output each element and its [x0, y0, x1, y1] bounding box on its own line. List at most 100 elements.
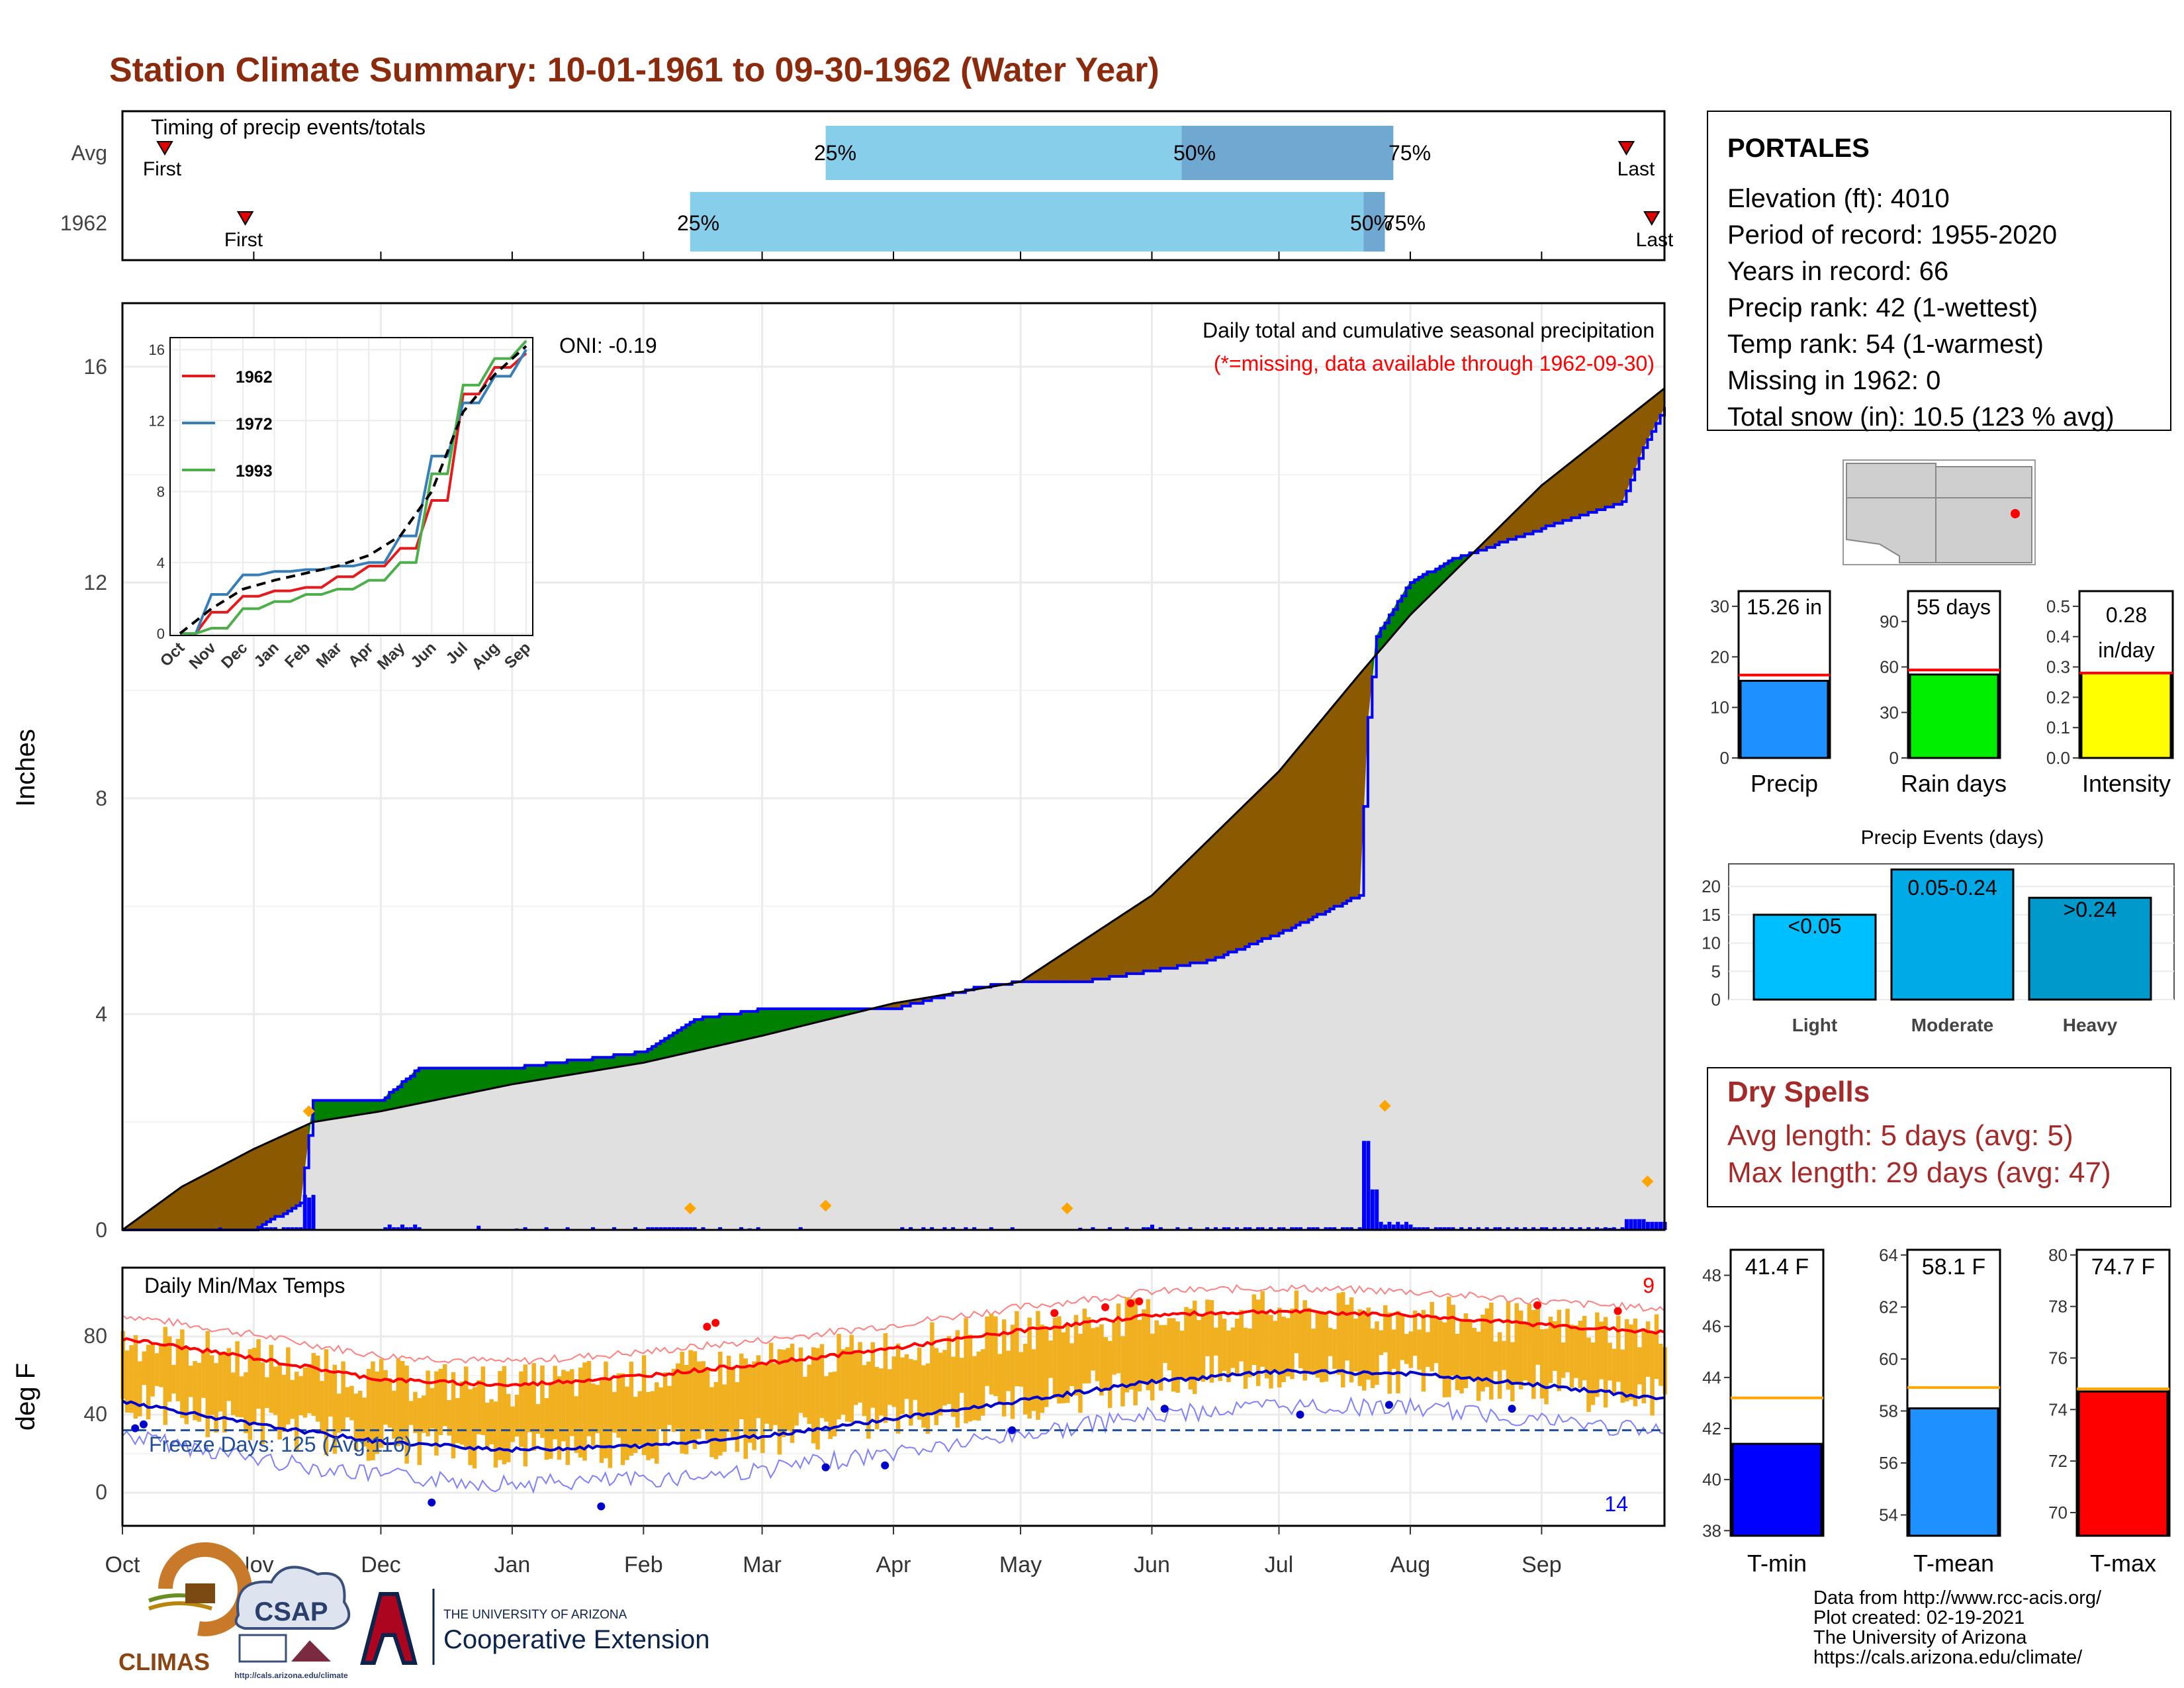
daily-precip-bar — [646, 1227, 651, 1230]
footer-line-4: https://cals.arizona.edu/climate/ — [1813, 1647, 2083, 1668]
daily-temp-bar — [1561, 1342, 1566, 1378]
deficit-area — [266, 1141, 271, 1223]
record-low-marker — [140, 1420, 148, 1429]
daily-precip-bar — [1078, 1227, 1083, 1230]
deficit-area — [1113, 917, 1118, 977]
intensity-bar-value: 0.28 — [2106, 603, 2147, 627]
raindays-bar-value: 55 days — [1917, 595, 1991, 619]
daily-temp-bar — [455, 1397, 460, 1443]
surplus-area — [533, 1064, 538, 1082]
deficit-area — [1304, 734, 1309, 923]
daily-precip-bar — [659, 1227, 663, 1230]
daily-temp-bar — [586, 1361, 592, 1436]
surplus-area — [461, 1068, 466, 1096]
daily-temp-bar — [959, 1358, 964, 1393]
daily-temp-bar — [1332, 1329, 1337, 1369]
daily-temp-bar — [1010, 1325, 1015, 1419]
timing-q50-q75-bar — [1181, 126, 1394, 180]
daily-temp-bar — [1078, 1333, 1083, 1413]
surplus-area — [778, 1008, 784, 1032]
inset-legend-1972: 1972 — [236, 415, 273, 434]
daily-temp-bar — [1569, 1324, 1574, 1388]
record-low-line — [122, 1396, 1665, 1494]
event-moderate-label: 0.05-0.24 — [1907, 876, 1997, 900]
daily-precip-bar — [1248, 1227, 1252, 1230]
daily-temp-bar — [1201, 1315, 1206, 1382]
precip-events-chart: 0 5 10 15 20 — [1702, 863, 2175, 1009]
daily-temp-bar — [349, 1385, 354, 1421]
deficit-area — [1583, 447, 1589, 516]
surplus-area — [741, 1011, 746, 1041]
record-precip-marker — [684, 1202, 696, 1215]
daily-temp-bar — [938, 1352, 943, 1416]
daily-temp-bar — [1426, 1332, 1430, 1367]
daily-temp-bar — [180, 1329, 185, 1419]
daily-precip-bar — [392, 1227, 396, 1230]
daily-temp-bar — [1539, 1329, 1545, 1399]
inset-series-line — [180, 340, 527, 635]
surplus-area — [571, 1059, 576, 1075]
daily-temp-bar — [604, 1361, 608, 1458]
deficit-area — [291, 1129, 296, 1209]
daily-temp-bar — [281, 1374, 287, 1432]
daily-temp-bar — [841, 1349, 846, 1415]
daily-temp-bar — [1599, 1321, 1604, 1380]
csap-logo: CSAP http://cals.arizona.edu/climate — [234, 1566, 351, 1680]
daily-precip-bar — [718, 1227, 723, 1230]
record-low-marker — [597, 1502, 606, 1511]
timing-bars — [122, 126, 1661, 260]
daily-precip-bar — [701, 1227, 705, 1230]
daily-temp-bar — [1493, 1341, 1498, 1372]
daily-precip-bar — [1269, 1227, 1273, 1230]
daily-precip-bar — [756, 1227, 760, 1230]
station-missing: Missing in 1962: 0 — [1727, 366, 1940, 395]
tmin-bar-fill — [1731, 1442, 1823, 1537]
intensity-bar-ytick-label: 0.1 — [2046, 718, 2070, 737]
daily-precip-bar — [1523, 1227, 1527, 1230]
daily-temp-bar — [1036, 1311, 1040, 1420]
daily-temp-bar — [138, 1361, 142, 1417]
daily-temp-bar — [375, 1371, 380, 1454]
daily-precip-bar — [1226, 1227, 1231, 1230]
daily-temp-bar — [553, 1366, 557, 1440]
daily-temp-bar — [371, 1361, 375, 1460]
daily-temp-bar — [667, 1385, 672, 1425]
deficit-area — [1101, 925, 1106, 980]
tmax-bar-ytick-label: 76 — [2048, 1348, 2068, 1368]
station-period: Period of record: 1955-2020 — [1727, 220, 2057, 250]
daily-temp-bar — [502, 1366, 507, 1464]
daily-temp-bar — [1438, 1321, 1443, 1379]
daily-precip-bar — [1451, 1227, 1455, 1230]
tmax-bar-fill — [2077, 1390, 2169, 1537]
month-label-mar: Mar — [743, 1552, 782, 1577]
surplus-area — [762, 1008, 767, 1037]
daily-temp-bar — [167, 1336, 172, 1402]
surplus-area — [490, 1068, 496, 1090]
tmin-bar-ytick-label: 44 — [1702, 1368, 1721, 1387]
daily-precip-bar — [1188, 1227, 1193, 1230]
surplus-area — [482, 1068, 487, 1091]
daily-temp-bar — [1150, 1333, 1155, 1401]
intensity-bar-fill — [2080, 672, 2172, 759]
daily-temp-bar — [1218, 1313, 1222, 1382]
daily-temp-bar — [1243, 1327, 1248, 1389]
daily-precip-bar — [900, 1227, 905, 1230]
raindays-bar-fill — [1909, 673, 1999, 759]
daily-temp-bar — [1302, 1300, 1307, 1381]
timing-avg-last-label: Last — [1617, 158, 1655, 180]
avg-cumulative-area — [122, 388, 1664, 1230]
daily-precip-bar — [1544, 1227, 1549, 1230]
last-event-marker — [1643, 211, 1661, 226]
daily-temp-bar — [1586, 1337, 1591, 1412]
surplus-area — [316, 1100, 322, 1122]
surplus-area — [338, 1100, 343, 1119]
daily-temp-bar — [142, 1351, 147, 1385]
surplus-area — [626, 1054, 631, 1066]
daily-temp-bar — [239, 1376, 244, 1418]
surplus-area — [753, 1008, 758, 1039]
daily-temp-bar — [1213, 1327, 1218, 1356]
daily-temp-bar — [1654, 1314, 1659, 1380]
daily-temp-bar — [570, 1369, 574, 1436]
deficit-area — [1156, 886, 1161, 972]
daily-precip-bar — [290, 1227, 295, 1230]
